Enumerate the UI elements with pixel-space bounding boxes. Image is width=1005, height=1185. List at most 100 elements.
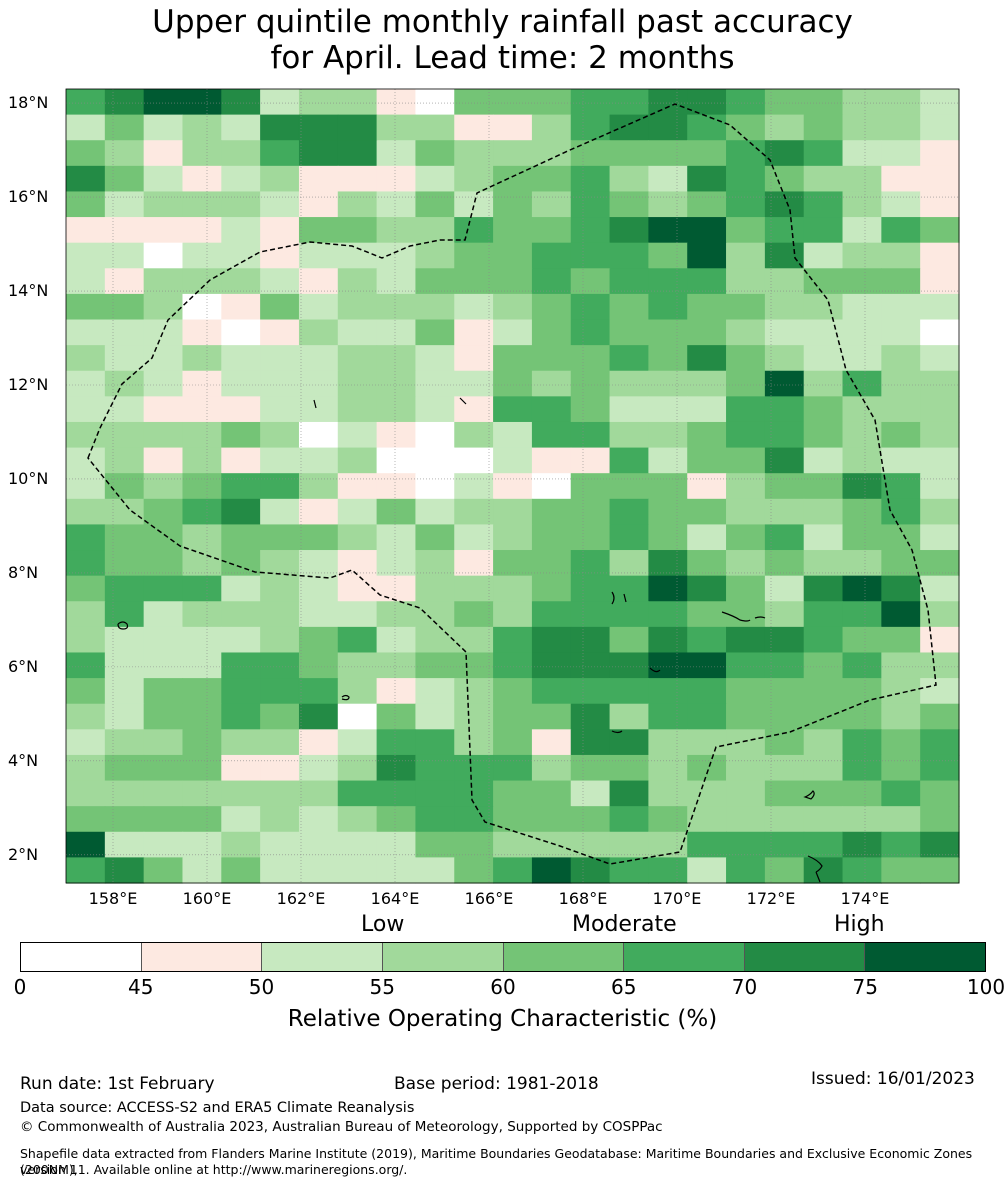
grid-cell (764, 601, 805, 628)
grid-cell (221, 319, 261, 346)
grid-cell (337, 396, 378, 423)
grid-cell (648, 217, 688, 244)
grid-cell (726, 268, 766, 295)
grid-cell (881, 89, 921, 116)
grid-cell (337, 575, 378, 602)
grid-cell (881, 370, 921, 397)
grid-cell (143, 780, 184, 807)
grid-cell (920, 191, 960, 218)
grid-cell (104, 550, 145, 577)
grid-cell (531, 780, 572, 807)
grid-cell (687, 140, 727, 167)
grid-cell (260, 89, 300, 116)
grid-cell (454, 601, 494, 628)
grid-cell (260, 498, 300, 526)
grid-cell (570, 626, 611, 654)
grid-cell (298, 780, 339, 807)
grid-cell (881, 191, 921, 218)
grid-cell (881, 268, 921, 295)
grid-cell (648, 89, 688, 116)
grid-cell (881, 857, 921, 884)
grid-cell (803, 242, 844, 269)
grid-cell (415, 114, 455, 141)
grid-cell (570, 191, 611, 218)
grid-cell (376, 421, 417, 449)
grid-cell (182, 754, 222, 782)
grid-cell (881, 319, 921, 346)
grid-cell (803, 550, 844, 577)
grid-cell (493, 370, 533, 397)
grid-cell (531, 524, 572, 551)
islands (117, 397, 823, 883)
grid-cell (143, 524, 184, 551)
grid-cell (726, 473, 766, 500)
grid-cell (298, 678, 339, 705)
grid-cell (260, 626, 300, 654)
grid-cell (493, 191, 533, 218)
grid-cell (842, 498, 882, 526)
grid-cell (726, 242, 766, 269)
grid-cell (221, 626, 261, 654)
grid-cell (920, 396, 960, 423)
grid-cell (337, 370, 378, 397)
grid-cell (454, 831, 494, 858)
grid-cell (66, 780, 106, 807)
grid-cell (531, 140, 572, 167)
grid-cell (298, 575, 339, 602)
grid-cell (104, 754, 145, 782)
grid-cell (298, 857, 339, 884)
colorbar-segment (624, 943, 745, 971)
grid-cell (298, 447, 339, 474)
grid-cell (376, 601, 417, 628)
grid-cell (531, 754, 572, 782)
grid-cell (454, 421, 494, 449)
grid-cell (182, 140, 222, 167)
grid-cell (221, 293, 261, 321)
grid-cell (104, 396, 145, 423)
grid-cell (415, 857, 455, 884)
grid-cell (66, 319, 106, 346)
grid-cell (454, 217, 494, 244)
grid-cell (881, 729, 921, 756)
grid-cell (764, 89, 805, 116)
grid-cell (648, 575, 688, 602)
grid-cell (454, 703, 494, 730)
colorbar-segment (262, 943, 383, 971)
grid-cell (182, 678, 222, 705)
grid-cell (803, 498, 844, 526)
grid-cell (687, 806, 727, 833)
grid-cell (454, 447, 494, 474)
grid-cell (764, 754, 805, 782)
grid-cell (881, 447, 921, 474)
grid-cell (298, 114, 339, 141)
grid-cell (415, 601, 455, 628)
colorbar-segment (744, 943, 866, 971)
grid-cell (260, 319, 300, 346)
grid-cell (376, 114, 417, 141)
grid-cell (104, 370, 145, 397)
grid-cell (104, 678, 145, 705)
grid-cell (104, 140, 145, 167)
grid-cell (842, 140, 882, 167)
grid-cell (531, 601, 572, 628)
longitude-tick-label: 162°E (276, 889, 326, 908)
grid-cell (182, 626, 222, 654)
grid-cell (415, 550, 455, 577)
latitude-tick-label: 4°N (8, 750, 39, 770)
colorbar-tick-label: 75 (852, 975, 878, 999)
grid-cell (221, 601, 261, 628)
grid-cell (764, 780, 805, 807)
grid-cell (803, 857, 844, 884)
grid-cell (609, 396, 649, 423)
latitude-tick-label: 14°N (8, 281, 49, 301)
grid-cell (298, 396, 339, 423)
grid-cell (609, 550, 649, 577)
grid-cell (260, 293, 300, 321)
grid-cell (803, 652, 844, 679)
grid-cell (66, 140, 106, 167)
grid-cell (570, 575, 611, 602)
grid-cell (842, 754, 882, 782)
grid-cell (182, 345, 222, 372)
grid-cell (415, 780, 455, 807)
grid-cell (726, 729, 766, 756)
